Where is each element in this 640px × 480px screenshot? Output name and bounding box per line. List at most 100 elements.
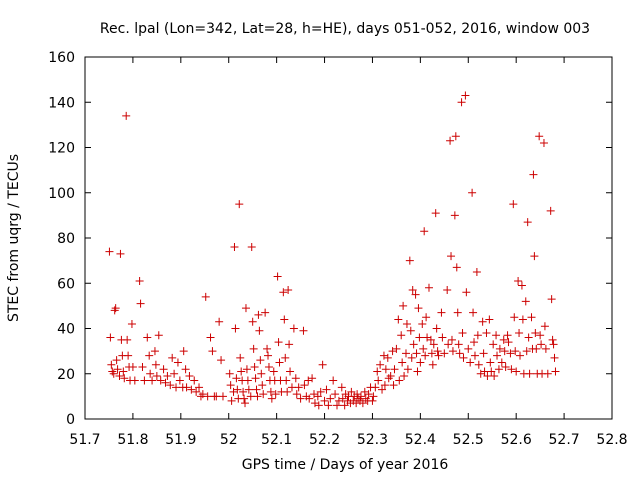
data-point-marker — [527, 313, 536, 322]
data-point-marker — [181, 365, 190, 374]
data-point-marker — [447, 335, 456, 344]
data-point-marker — [540, 322, 549, 331]
data-point-marker — [541, 344, 550, 353]
data-point-marker — [537, 340, 546, 349]
y-tick-label: 20 — [57, 367, 75, 383]
data-point-marker — [369, 392, 378, 401]
data-point-marker — [422, 313, 431, 322]
data-point-marker — [413, 367, 422, 376]
data-point-marker — [495, 344, 504, 353]
data-point-marker — [469, 308, 478, 317]
data-point-marker — [428, 360, 437, 369]
data-point-marker — [318, 360, 327, 369]
data-point-marker — [320, 396, 329, 405]
data-point-marker — [386, 372, 395, 381]
data-point-marker — [119, 367, 128, 376]
chart-title: Rec. lpal (Lon=342, Lat=28, h=HE), days … — [100, 21, 590, 37]
data-point-marker — [148, 376, 157, 385]
data-point-marker — [421, 351, 430, 360]
data-point-marker — [279, 288, 288, 297]
data-point-marker — [217, 356, 226, 365]
data-point-marker — [146, 369, 155, 378]
data-point-marker — [497, 358, 506, 367]
data-point-marker — [195, 383, 204, 392]
data-point-marker — [264, 351, 273, 360]
data-point-marker — [247, 243, 256, 252]
data-point-marker — [235, 200, 244, 209]
data-point-marker — [283, 387, 292, 396]
data-point-marker — [407, 353, 416, 362]
data-point-marker — [271, 390, 280, 399]
data-point-marker — [182, 383, 191, 392]
data-point-marker — [122, 111, 131, 120]
data-point-marker — [333, 401, 342, 410]
data-point-marker — [487, 367, 496, 376]
data-point-marker — [381, 365, 390, 374]
data-point-marker — [470, 338, 479, 347]
data-point-marker — [453, 308, 462, 317]
data-point-marker — [314, 401, 323, 410]
data-point-marker — [438, 333, 447, 342]
x-tick-label: 51.9 — [165, 432, 196, 448]
data-point-marker — [412, 349, 421, 358]
data-point-marker — [411, 290, 420, 299]
data-point-marker — [402, 319, 411, 328]
data-point-marker — [358, 399, 367, 408]
data-point-marker — [511, 347, 520, 356]
data-point-marker — [206, 333, 215, 342]
data-point-marker — [424, 283, 433, 292]
data-point-marker — [409, 340, 418, 349]
x-tick-label: 52.3 — [357, 432, 388, 448]
x-tick-label: 52.8 — [596, 432, 627, 448]
y-axis: 0 20 40 60 80 100 120 140 160 — [48, 50, 612, 428]
data-point-marker — [474, 360, 483, 369]
data-point-marker — [261, 308, 270, 317]
y-tick-label: 0 — [66, 412, 75, 428]
data-point-marker — [384, 374, 393, 383]
data-point-marker — [242, 365, 251, 374]
data-point-marker — [248, 317, 257, 326]
y-tick-label: 140 — [48, 95, 75, 111]
data-point-marker — [331, 390, 340, 399]
data-point-marker — [237, 367, 246, 376]
data-point-marker — [479, 349, 488, 358]
data-point-marker — [109, 369, 118, 378]
y-axis-label: STEC from uqrg / TECUs — [6, 154, 22, 322]
data-point-marker — [373, 367, 382, 376]
data-point-marker — [244, 385, 253, 394]
data-point-marker — [337, 383, 346, 392]
data-point-marker — [168, 353, 177, 362]
data-point-marker — [380, 381, 389, 390]
data-point-marker — [455, 349, 464, 358]
data-point-marker — [464, 344, 473, 353]
data-point-marker — [324, 401, 333, 410]
data-point-marker — [110, 306, 119, 315]
data-point-marker — [376, 360, 385, 369]
data-point-marker — [525, 369, 534, 378]
data-point-marker — [546, 206, 555, 215]
data-point-marker — [135, 276, 144, 285]
data-point-marker — [399, 301, 408, 310]
data-point-marker — [461, 91, 470, 100]
data-point-marker — [185, 372, 194, 381]
data-point-marker — [389, 381, 398, 390]
data-point-marker — [257, 369, 266, 378]
data-point-marker — [179, 347, 188, 356]
data-point-marker — [284, 286, 293, 295]
data-point-marker — [140, 376, 149, 385]
data-point-marker — [431, 209, 440, 218]
data-point-marker — [493, 351, 502, 360]
data-point-marker — [236, 353, 245, 362]
data-point-marker — [259, 390, 268, 399]
data-point-marker — [414, 304, 423, 313]
data-point-marker — [473, 331, 482, 340]
data-point-marker — [256, 356, 265, 365]
data-point-marker — [457, 98, 466, 107]
data-point-marker — [226, 381, 235, 390]
data-point-marker — [510, 313, 519, 322]
data-point-marker — [215, 317, 224, 326]
data-point-marker — [255, 326, 264, 335]
data-point-marker — [433, 347, 442, 356]
data-point-marker — [300, 381, 309, 390]
data-point-marker — [448, 347, 457, 356]
